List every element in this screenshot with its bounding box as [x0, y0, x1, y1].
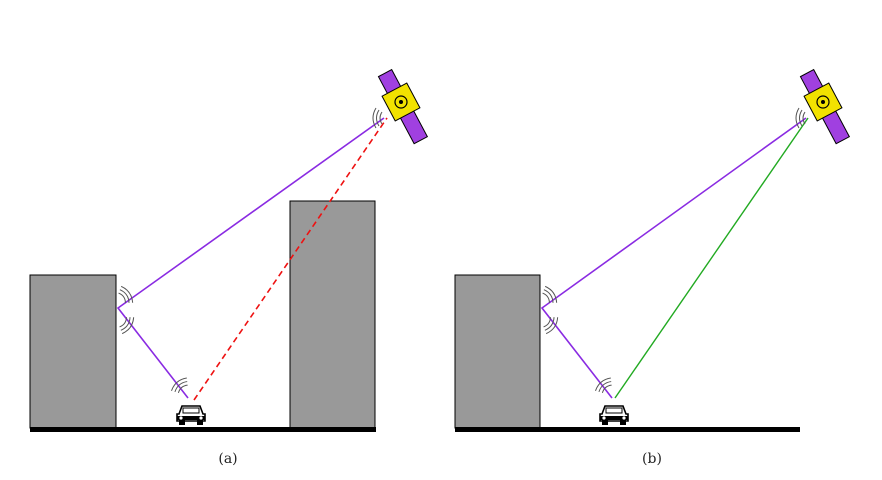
satellite-icon: [377, 68, 428, 145]
ground-b: [455, 427, 800, 432]
blocked-direct-path: [193, 117, 388, 401]
clear-direct-path: [614, 117, 809, 399]
satellite-icon: [799, 68, 850, 145]
building-left-b: [454, 274, 541, 429]
reflected-signal-path: [116, 117, 385, 399]
car-icon: [599, 405, 629, 426]
car-icon: [176, 405, 206, 426]
panel-b: (b): [454, 68, 850, 467]
reflected-signal-path: [540, 117, 807, 399]
caption-a: (a): [218, 451, 237, 467]
panel-a: (a): [29, 68, 428, 467]
signal-wave-icon: [540, 313, 561, 336]
building-left: [29, 274, 117, 429]
ground-a: [30, 427, 376, 432]
signal-wave-icon: [116, 313, 137, 336]
signal-wave-icon: [372, 107, 383, 129]
building-right: [289, 200, 376, 429]
caption-b: (b): [642, 451, 662, 467]
